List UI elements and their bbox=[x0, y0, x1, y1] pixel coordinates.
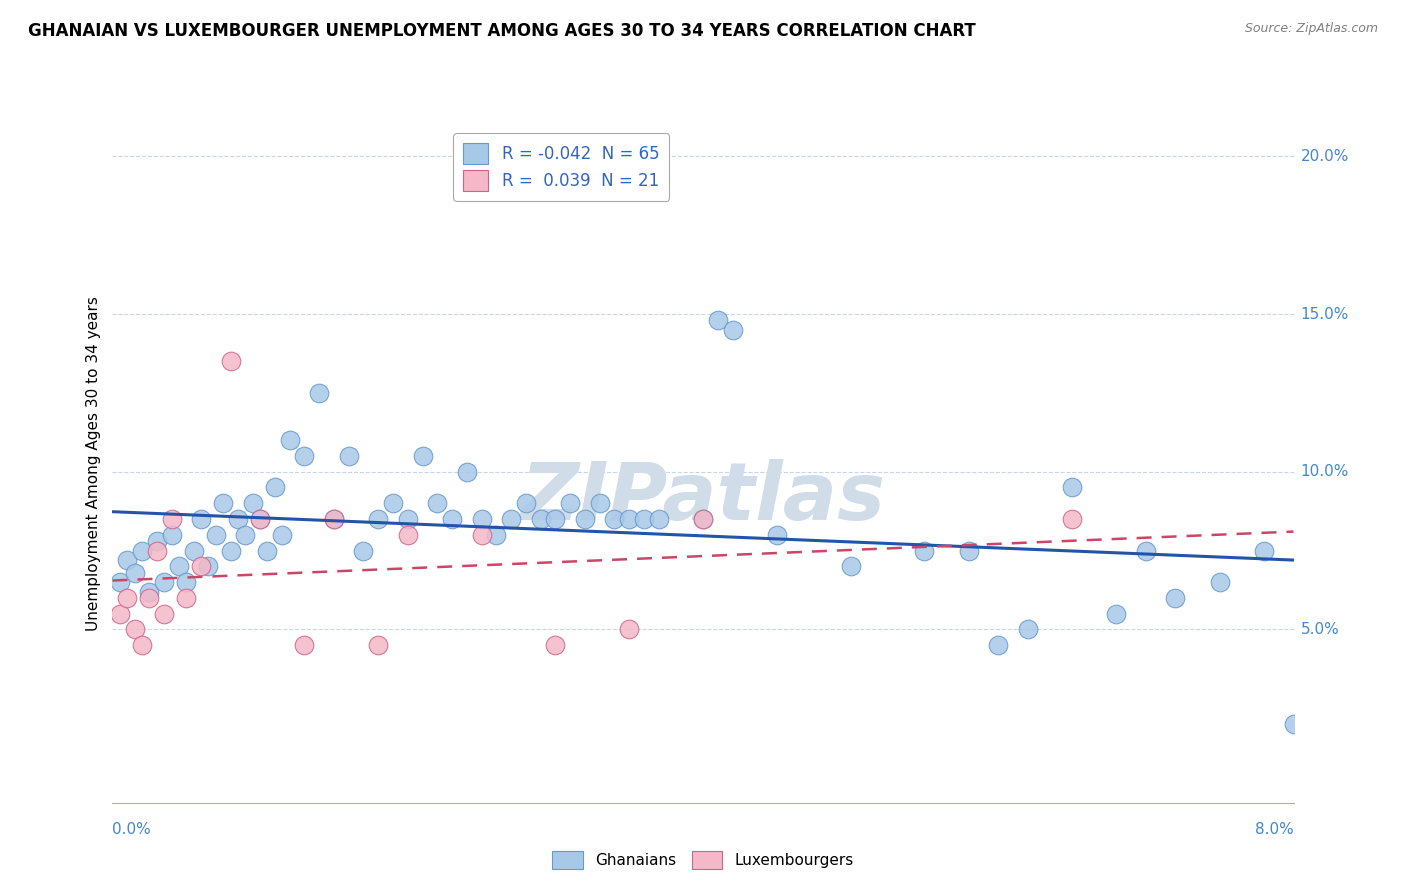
Point bbox=[441, 512, 464, 526]
Point bbox=[174, 575, 197, 590]
Point bbox=[619, 623, 641, 637]
Text: GHANAIAN VS LUXEMBOURGER UNEMPLOYMENT AMONG AGES 30 TO 34 YEARS CORRELATION CHAR: GHANAIAN VS LUXEMBOURGER UNEMPLOYMENT AM… bbox=[28, 22, 976, 40]
Point bbox=[146, 543, 169, 558]
Point bbox=[323, 512, 346, 526]
Point bbox=[721, 323, 744, 337]
Point bbox=[396, 512, 419, 526]
Point bbox=[190, 559, 212, 574]
Point bbox=[249, 512, 271, 526]
Point bbox=[219, 543, 242, 558]
Point bbox=[485, 528, 508, 542]
Point bbox=[117, 553, 138, 567]
Point bbox=[470, 528, 494, 542]
Point bbox=[124, 566, 146, 580]
Legend: R = -0.042  N = 65, R =  0.039  N = 21: R = -0.042 N = 65, R = 0.039 N = 21 bbox=[453, 133, 669, 201]
Point bbox=[183, 543, 205, 558]
Point bbox=[278, 433, 301, 447]
Point bbox=[1164, 591, 1187, 605]
Text: 5.0%: 5.0% bbox=[1301, 622, 1339, 637]
Point bbox=[692, 512, 714, 526]
Point bbox=[1062, 481, 1084, 495]
Point bbox=[131, 638, 153, 652]
Point bbox=[529, 512, 551, 526]
Point bbox=[456, 465, 478, 479]
Point bbox=[124, 623, 146, 637]
Point bbox=[381, 496, 405, 510]
Point bbox=[1282, 717, 1305, 731]
Point bbox=[337, 449, 360, 463]
Point bbox=[987, 638, 1010, 652]
Text: 15.0%: 15.0% bbox=[1301, 307, 1348, 322]
Point bbox=[271, 528, 294, 542]
Point bbox=[633, 512, 655, 526]
Point bbox=[153, 575, 176, 590]
Point bbox=[219, 354, 242, 368]
Point bbox=[515, 496, 537, 510]
Point bbox=[647, 512, 671, 526]
Point bbox=[108, 575, 131, 590]
Point bbox=[256, 543, 278, 558]
Point bbox=[190, 512, 212, 526]
Point bbox=[1253, 543, 1275, 558]
Point bbox=[226, 512, 249, 526]
Point bbox=[706, 313, 728, 327]
Point bbox=[426, 496, 449, 510]
Point bbox=[205, 528, 228, 542]
Point bbox=[588, 496, 610, 510]
Point bbox=[174, 591, 197, 605]
Point bbox=[138, 584, 160, 599]
Point bbox=[470, 512, 494, 526]
Point bbox=[412, 449, 434, 463]
Point bbox=[839, 559, 862, 574]
Point bbox=[233, 528, 256, 542]
Text: 10.0%: 10.0% bbox=[1301, 464, 1348, 479]
Point bbox=[292, 449, 315, 463]
Text: 20.0%: 20.0% bbox=[1301, 149, 1348, 164]
Point bbox=[1135, 543, 1157, 558]
Point bbox=[131, 543, 153, 558]
Point bbox=[1208, 575, 1232, 590]
Text: 0.0%: 0.0% bbox=[112, 822, 152, 837]
Point bbox=[544, 512, 567, 526]
Point bbox=[292, 638, 315, 652]
Point bbox=[138, 591, 160, 605]
Point bbox=[264, 481, 287, 495]
Y-axis label: Unemployment Among Ages 30 to 34 years: Unemployment Among Ages 30 to 34 years bbox=[86, 296, 101, 632]
Point bbox=[560, 496, 582, 510]
Point bbox=[167, 559, 190, 574]
Point bbox=[153, 607, 176, 621]
Point bbox=[574, 512, 596, 526]
Point bbox=[603, 512, 626, 526]
Point bbox=[1017, 623, 1039, 637]
Point bbox=[501, 512, 523, 526]
Point bbox=[160, 512, 183, 526]
Text: 8.0%: 8.0% bbox=[1254, 822, 1294, 837]
Point bbox=[914, 543, 936, 558]
Point bbox=[367, 638, 389, 652]
Point bbox=[108, 607, 131, 621]
Point bbox=[367, 512, 389, 526]
Point bbox=[692, 512, 714, 526]
Point bbox=[160, 528, 183, 542]
Point bbox=[544, 638, 567, 652]
Point bbox=[619, 512, 641, 526]
Point bbox=[396, 528, 419, 542]
Point bbox=[766, 528, 789, 542]
Text: ZIPatlas: ZIPatlas bbox=[520, 458, 886, 537]
Point bbox=[242, 496, 264, 510]
Text: Source: ZipAtlas.com: Source: ZipAtlas.com bbox=[1244, 22, 1378, 36]
Point bbox=[323, 512, 346, 526]
Point bbox=[1062, 512, 1084, 526]
Legend: Ghanaians, Luxembourgers: Ghanaians, Luxembourgers bbox=[547, 845, 859, 875]
Point bbox=[197, 559, 219, 574]
Point bbox=[146, 534, 169, 549]
Point bbox=[1105, 607, 1128, 621]
Point bbox=[117, 591, 138, 605]
Point bbox=[249, 512, 271, 526]
Point bbox=[352, 543, 374, 558]
Point bbox=[212, 496, 235, 510]
Point bbox=[957, 543, 980, 558]
Point bbox=[308, 385, 330, 400]
